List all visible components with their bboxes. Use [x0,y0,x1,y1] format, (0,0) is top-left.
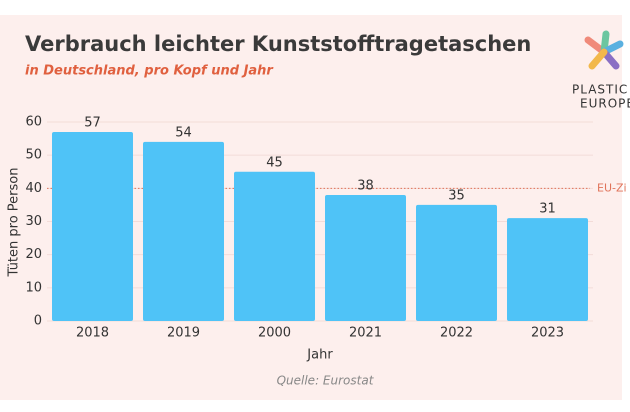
y-tick-label: 40 [25,181,42,196]
logo-text: PLASTIC [572,83,628,97]
x-tick-label: 2022 [440,326,473,341]
logo-arm [588,48,608,70]
x-tick-label: 2000 [258,326,291,341]
data-label: 57 [84,115,101,130]
bar [234,171,315,321]
data-label: 38 [357,178,374,193]
bar [52,131,133,321]
y-tick-label: 20 [25,247,42,262]
data-label: 45 [266,155,283,170]
bar [143,141,224,321]
x-axis-label: Jahr [306,348,333,363]
reference-label: EU-Zi [597,181,627,194]
x-tick-label: 2021 [349,326,382,341]
y-tick-label: 0 [34,314,42,329]
x-tick-label: 2023 [531,326,564,341]
chart-title: Verbrauch leichter Kunststofftragetasche… [25,32,531,56]
y-axis-label: Tüten pro Person [7,168,22,278]
source: Quelle: Eurostat [277,374,375,388]
x-tick-label: 2019 [167,326,200,341]
data-label: 35 [448,188,465,203]
bar [325,194,406,321]
bar [507,218,588,321]
y-tick-label: 60 [25,115,42,130]
data-label: 54 [175,125,192,140]
x-tick-label: 2018 [76,326,109,341]
data-label: 31 [539,202,556,217]
logo [584,30,624,70]
y-tick-label: 10 [25,280,42,295]
chart-subtitle: in Deutschland, pro Kopf und Jahr [25,64,274,79]
y-tick-label: 30 [25,214,42,229]
y-tick-label: 50 [25,148,42,163]
logo-text: EUROPE [580,97,630,111]
bar [416,204,497,321]
